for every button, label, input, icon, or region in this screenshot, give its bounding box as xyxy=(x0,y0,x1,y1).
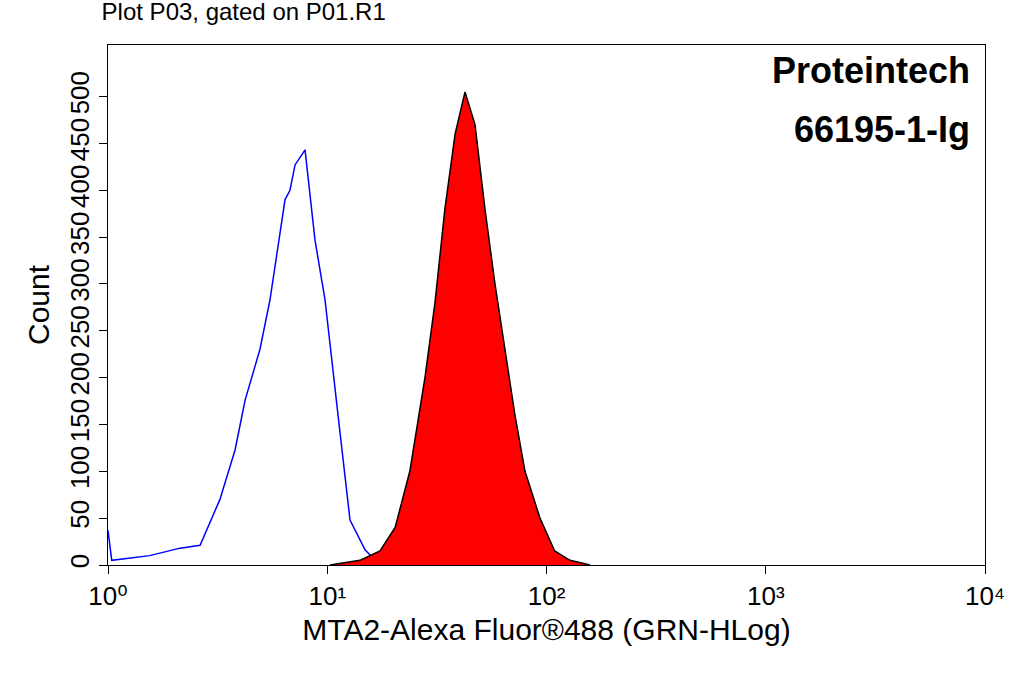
svg-text:Count: Count xyxy=(22,264,55,345)
svg-text:500: 500 xyxy=(65,71,95,114)
svg-text:250: 250 xyxy=(65,305,95,348)
svg-text:66195-1-Ig: 66195-1-Ig xyxy=(794,109,970,150)
svg-text:10⁴: 10⁴ xyxy=(965,581,1005,611)
svg-text:Plot P03, gated on P01.R1: Plot P03, gated on P01.R1 xyxy=(102,0,386,25)
svg-text:0: 0 xyxy=(65,554,95,568)
svg-text:300: 300 xyxy=(65,258,95,301)
svg-text:MTA2-Alexa Fluor®488 (GRN-HLog: MTA2-Alexa Fluor®488 (GRN-HLog) xyxy=(302,613,790,646)
svg-text:200: 200 xyxy=(65,352,95,395)
svg-text:Proteintech: Proteintech xyxy=(772,50,970,91)
svg-text:10²: 10² xyxy=(528,581,566,611)
svg-text:100: 100 xyxy=(65,446,95,489)
svg-text:150: 150 xyxy=(65,399,95,442)
svg-text:10¹: 10¹ xyxy=(308,581,346,611)
svg-text:450: 450 xyxy=(65,118,95,161)
svg-text:10³: 10³ xyxy=(747,581,785,611)
svg-text:10⁰: 10⁰ xyxy=(88,581,127,611)
svg-text:350: 350 xyxy=(65,211,95,254)
svg-text:400: 400 xyxy=(65,165,95,208)
svg-text:50: 50 xyxy=(65,500,95,529)
